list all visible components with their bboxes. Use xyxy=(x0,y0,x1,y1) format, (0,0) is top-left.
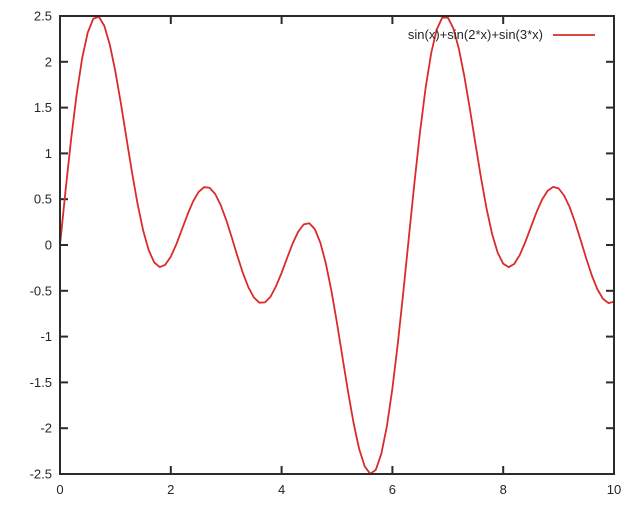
y-tick-label: 1.5 xyxy=(34,100,52,115)
x-tick-label: 0 xyxy=(56,482,63,497)
y-tick-label: 2.5 xyxy=(34,9,52,24)
y-tick-label: 2 xyxy=(45,54,52,69)
series-line xyxy=(59,15,615,475)
legend: sin(x)+sin(2*x)+sin(3*x) xyxy=(408,27,595,42)
x-tick-label: 10 xyxy=(607,482,621,497)
x-tick-label: 6 xyxy=(389,482,396,497)
y-tick-label: -2 xyxy=(40,421,52,436)
y-axis-tick-labels: -2.5 -2 -1.5 -1 -0.5 0 0.5 1 1.5 2 2.5 xyxy=(30,9,52,482)
x-tick-label: 4 xyxy=(278,482,285,497)
x-tick-label: 8 xyxy=(500,482,507,497)
y-tick-label: -1.5 xyxy=(30,375,52,390)
y-tick-label: 0.5 xyxy=(34,192,52,207)
plot-background xyxy=(60,16,614,474)
legend-label: sin(x)+sin(2*x)+sin(3*x) xyxy=(408,27,543,42)
y-tick-label: -1 xyxy=(40,329,52,344)
plot-border xyxy=(59,15,615,475)
y-tick-label: 1 xyxy=(45,146,52,161)
y-tick-label: -2.5 xyxy=(30,467,52,482)
y-tick-label: -0.5 xyxy=(30,283,52,298)
x-tick-label: 2 xyxy=(167,482,174,497)
x-axis-tick-labels: 0 2 4 6 8 10 xyxy=(56,482,621,497)
y-tick-label: 0 xyxy=(45,238,52,253)
